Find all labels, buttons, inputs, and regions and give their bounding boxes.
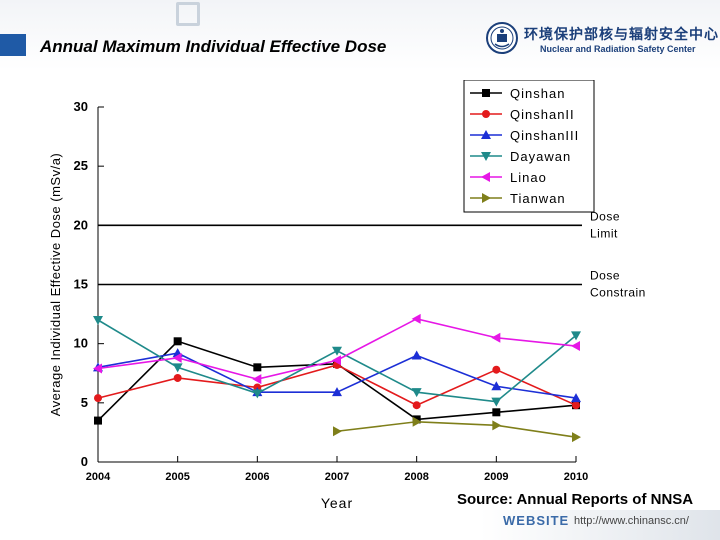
legend-marker-linao [481,172,490,182]
x-tick-label: 2009 [484,471,508,483]
data-point-dayawan [491,397,502,407]
legend-label-tianwan: Tianwan [510,191,566,206]
legend-label-qinshaniii: QinshanIII [510,128,579,143]
reference-line-label: Dose [590,209,620,223]
org-name-en: Nuclear and Radiation Safety Center [540,44,696,54]
data-point-qinshanii [94,394,102,403]
reference-line-label: Dose [590,269,620,283]
reference-line-label: Constrain [590,286,646,300]
series-line-qinshanii [97,364,577,407]
x-tick-label: 2008 [404,471,428,483]
data-point-qinshanii [412,401,421,410]
accent-bar [0,34,26,56]
data-point-linao [93,363,102,374]
data-point-tianwan [492,420,502,431]
data-point-dayawan [93,316,103,325]
series-line-tianwan [336,420,577,438]
legend-marker-qinshan [482,89,490,97]
data-point-dayawan [252,389,263,399]
reference-line-label: Limit [590,226,618,240]
legend-label-linao: Linao [510,170,547,185]
data-point-linao [332,355,341,366]
data-point-dayawan [172,363,183,373]
source-note: Source: Annual Reports of NNSA [457,491,694,508]
data-point-linao [491,332,501,343]
data-point-linao [172,352,182,363]
data-point-qinshaniii [571,393,581,403]
legend-marker-qinshaniii [481,130,491,139]
y-tick-label: 5 [81,395,88,410]
x-tick-label: 2005 [165,471,189,483]
website-url[interactable]: http://www.chinansc.cn/ [574,515,689,527]
y-axis-title: Average Individual Effective Dose (mSv/a… [48,153,63,417]
data-point-qinshanii [572,401,580,410]
y-tick-label: 0 [81,454,88,469]
data-point-tianwan [412,416,422,427]
y-tick-label: 10 [74,336,88,351]
website-label: WEBSITE [503,513,570,528]
y-tick-label: 15 [74,277,88,292]
data-point-dayawan [411,388,422,398]
data-point-dayawan [332,346,342,356]
legend-label-qinshanii: QinshanII [510,107,575,122]
y-tick-label: 30 [74,99,88,114]
data-point-qinshan [173,337,182,346]
data-point-qinshanii [492,365,501,374]
data-point-qinshaniii [332,387,342,397]
header-band [0,0,720,70]
data-point-linao [411,313,421,324]
slide-title: Annual Maximum Individual Effective Dose [40,37,387,56]
legend-marker-qinshanii [482,110,490,118]
data-point-dayawan [571,331,581,341]
data-point-linao [252,374,262,385]
decorative-square-icon [176,2,200,26]
data-point-qinshan [94,416,102,425]
data-point-qinshaniii [491,381,502,391]
data-point-qinshan [492,408,501,417]
x-tick-label: 2006 [245,471,269,483]
legend-label-qinshan: Qinshan [510,86,565,101]
footer-band [480,510,720,540]
data-point-tianwan [572,432,581,443]
dose-line-chart: 0 5 10 15 20 25 30 2004 2005 2006 2007 2008 2009 2010… [48,80,646,511]
x-axis-title: Year [321,495,353,511]
legend-marker-tianwan [482,193,491,203]
emblem-logo-icon [486,22,518,54]
dose-chart-area: 0 5 10 15 20 25 30 2004 2005 2006 2007 2008 2009 2010… [40,80,660,520]
x-tick-label: 2010 [564,471,588,483]
data-point-qinshaniii [411,350,422,360]
y-tick-label: 20 [74,217,88,232]
x-tick-label: 2004 [86,471,111,483]
data-point-qinshanii [173,373,182,382]
chart-legend [463,80,595,213]
y-tick-label: 25 [74,158,88,173]
org-name-cn: 环境保护部核与辐射安全中心 [524,26,719,42]
data-point-qinshan [253,363,262,372]
legend-label-dayawan: Dayawan [510,149,571,164]
data-point-linao [571,341,580,352]
data-point-tianwan [333,426,342,437]
legend-marker-dayawan [481,152,491,161]
x-tick-label: 2007 [325,471,349,483]
